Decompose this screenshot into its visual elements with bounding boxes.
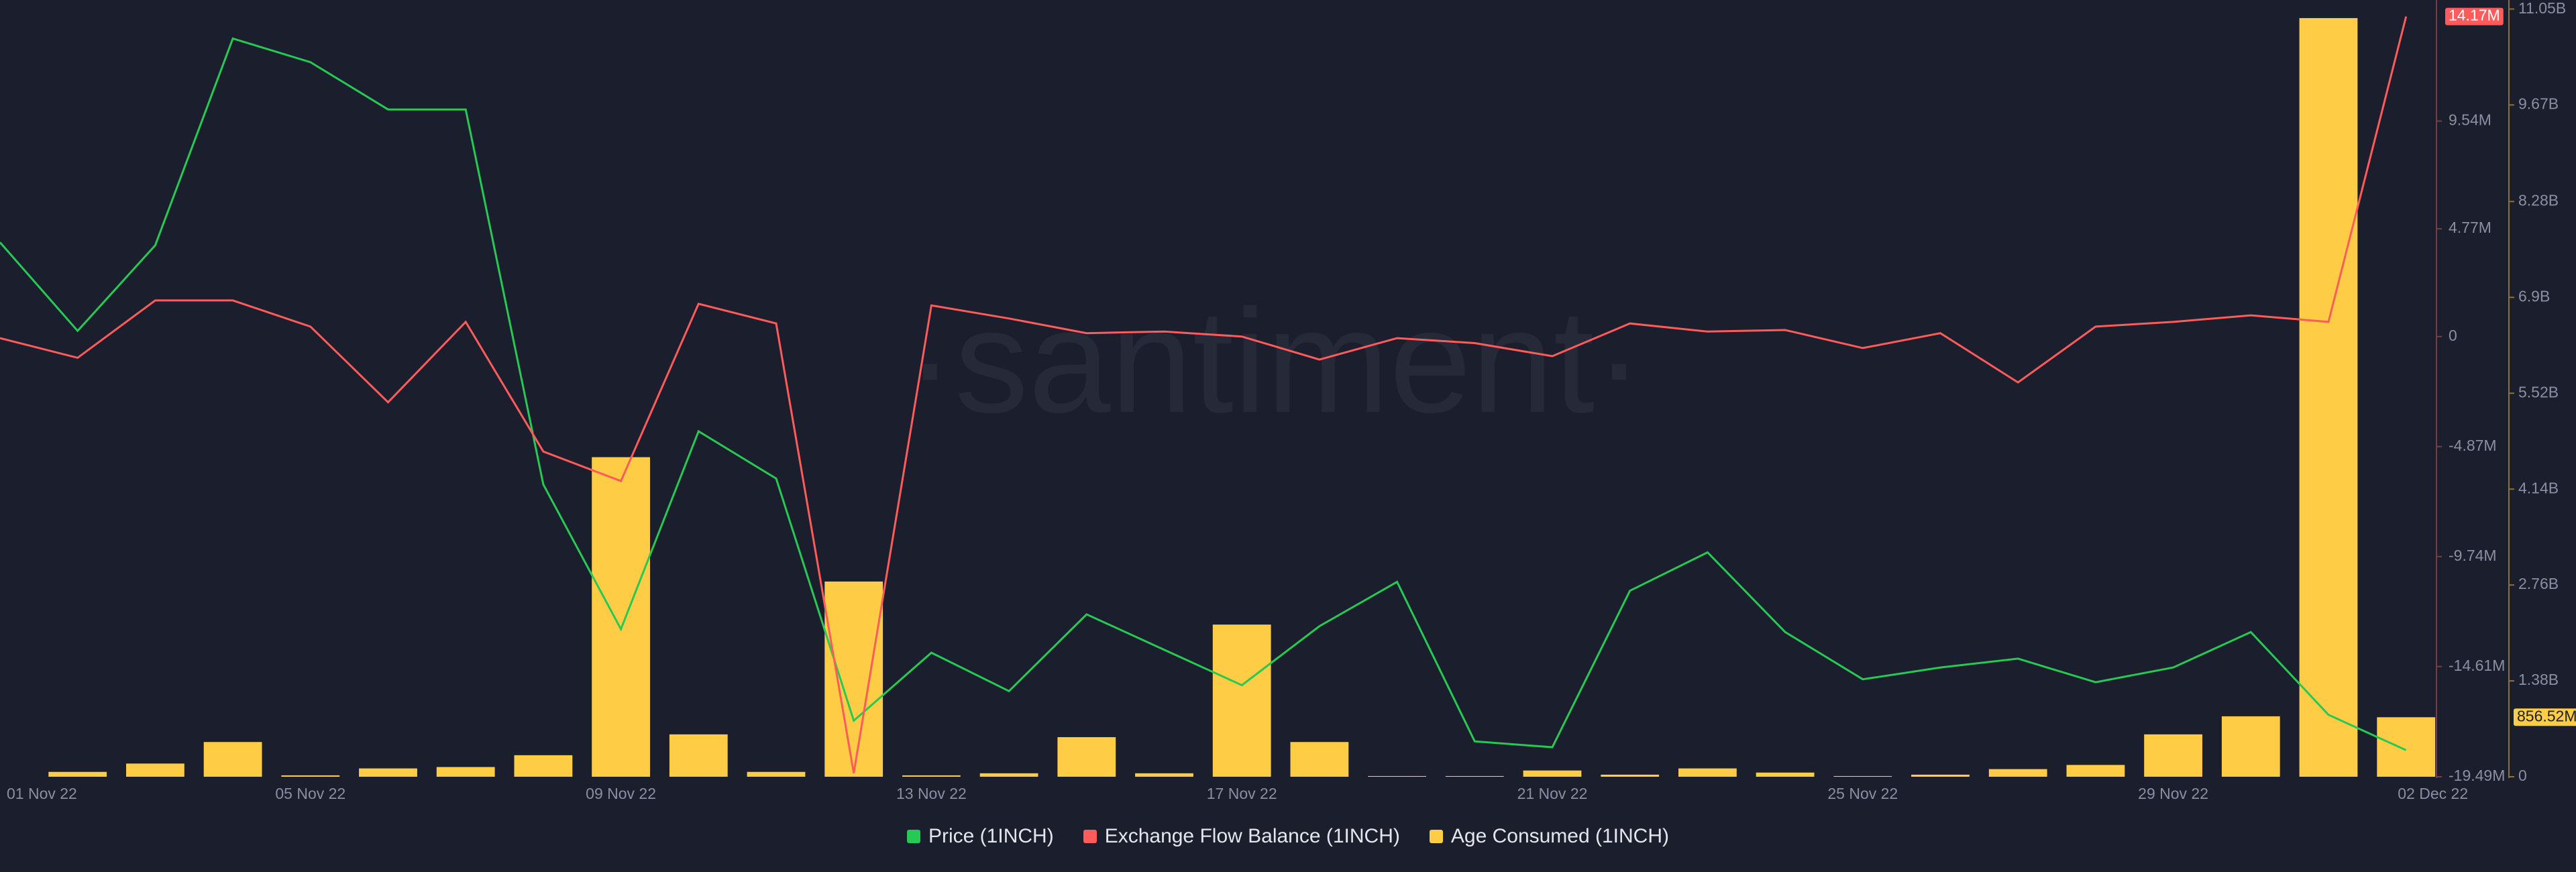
y-tick-label: 9.54M	[2449, 111, 2491, 129]
bar	[281, 775, 340, 777]
y2-tick-label: 5.52B	[2518, 383, 2559, 400]
legend-swatch	[1083, 830, 1097, 843]
bar	[514, 755, 573, 777]
value-badge-bg	[2445, 7, 2504, 25]
value-badge: 14.17M	[2445, 7, 2504, 25]
line	[0, 37, 2407, 751]
bar	[1756, 772, 1815, 777]
bar	[669, 734, 728, 777]
y2-tick-label: 11.05B	[2518, 0, 2566, 17]
bar	[2221, 716, 2280, 777]
x-tick-label: 09 Nov 22	[586, 785, 656, 802]
bar	[1135, 773, 1193, 777]
legend-label: Price (1INCH)	[928, 825, 1054, 847]
legend-item[interactable]: Age Consumed (1INCH)	[1429, 825, 1669, 848]
legend-label: Exchange Flow Balance (1INCH)	[1104, 825, 1400, 847]
line	[0, 16, 2408, 773]
x-tick-label: 02 Dec 22	[2398, 785, 2468, 802]
bar	[359, 768, 417, 777]
y-tick-label: -9.74M	[2449, 547, 2497, 564]
bar	[1290, 742, 1349, 777]
bar	[1601, 774, 1660, 777]
y-tick-label: -4.87M	[2449, 437, 2497, 454]
legend-item[interactable]: Exchange Flow Balance (1INCH)	[1083, 825, 1400, 848]
x-tick-label: 13 Nov 22	[896, 785, 967, 802]
legend: Price (1INCH) Exchange Flow Balance (1INC…	[0, 825, 2576, 848]
x-tick-label: 21 Nov 22	[1517, 785, 1588, 802]
chart: ·santiment· 9.54M 4.77M 0 -4.87M -9.74M -14.6…	[0, 0, 2576, 802]
y2-tick-label: 0	[2518, 767, 2527, 784]
bar	[1057, 737, 1116, 777]
y-tick-label: -19.49M	[2449, 767, 2505, 784]
bar	[1212, 624, 1271, 777]
y2-tick-label: 8.28B	[2518, 191, 2559, 209]
legend-item[interactable]: Price (1INCH)	[907, 825, 1054, 848]
y2-tick-label: 2.76B	[2518, 575, 2559, 592]
bar	[2144, 734, 2202, 777]
value-badge-bg	[2514, 708, 2576, 726]
legend-swatch	[907, 830, 920, 843]
bar	[1911, 774, 1970, 777]
y2-tick-label: 1.38B	[2518, 671, 2559, 688]
bar	[902, 775, 961, 777]
bar	[436, 767, 495, 777]
bar	[2299, 17, 2358, 777]
x-tick-label: 05 Nov 22	[275, 785, 345, 802]
bar	[1678, 768, 1737, 777]
y2-tick-label: 4.14B	[2518, 479, 2559, 496]
bar	[979, 773, 1038, 777]
legend-label: Age Consumed (1INCH)	[1450, 825, 1669, 847]
watermark: ·santiment·	[906, 278, 1644, 443]
value-badge: 856.52M	[2514, 707, 2576, 726]
bar	[1368, 775, 1426, 777]
bar	[1445, 775, 1504, 777]
bar	[2066, 765, 2125, 777]
bar	[2377, 717, 2436, 777]
bar	[1988, 769, 2047, 777]
y-tick-label: 4.77M	[2449, 219, 2491, 236]
x-tick-label: 25 Nov 22	[1827, 785, 1898, 802]
x-tick-label: 17 Nov 22	[1207, 785, 1277, 802]
bar	[1833, 775, 1892, 777]
y2-tick-label: 6.9B	[2518, 287, 2550, 305]
y2-tick-label: 9.67B	[2518, 95, 2559, 113]
bar	[126, 763, 184, 777]
y-tick-label: -14.61M	[2449, 657, 2505, 674]
x-tick-label: 29 Nov 22	[2138, 785, 2208, 802]
bar	[48, 771, 107, 777]
value-label: 14.17M	[2449, 7, 2500, 24]
y-tick-label: 0	[2449, 327, 2457, 344]
value-label: 856.52M	[2517, 707, 2576, 724]
bar	[203, 742, 262, 777]
bar	[824, 581, 883, 777]
bar	[747, 771, 806, 777]
bar	[1523, 770, 1582, 777]
x-tick-label: 01 Nov 22	[7, 785, 77, 802]
legend-swatch	[1429, 830, 1443, 843]
bar	[592, 457, 650, 777]
